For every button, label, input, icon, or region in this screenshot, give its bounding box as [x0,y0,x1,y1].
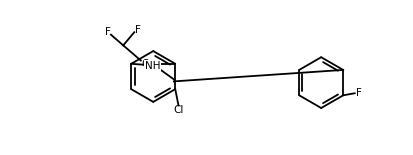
Text: F: F [135,25,140,35]
Text: O: O [142,59,150,69]
Text: NH: NH [145,61,160,71]
Text: Cl: Cl [173,105,184,115]
Text: F: F [105,27,111,37]
Text: F: F [356,88,362,98]
